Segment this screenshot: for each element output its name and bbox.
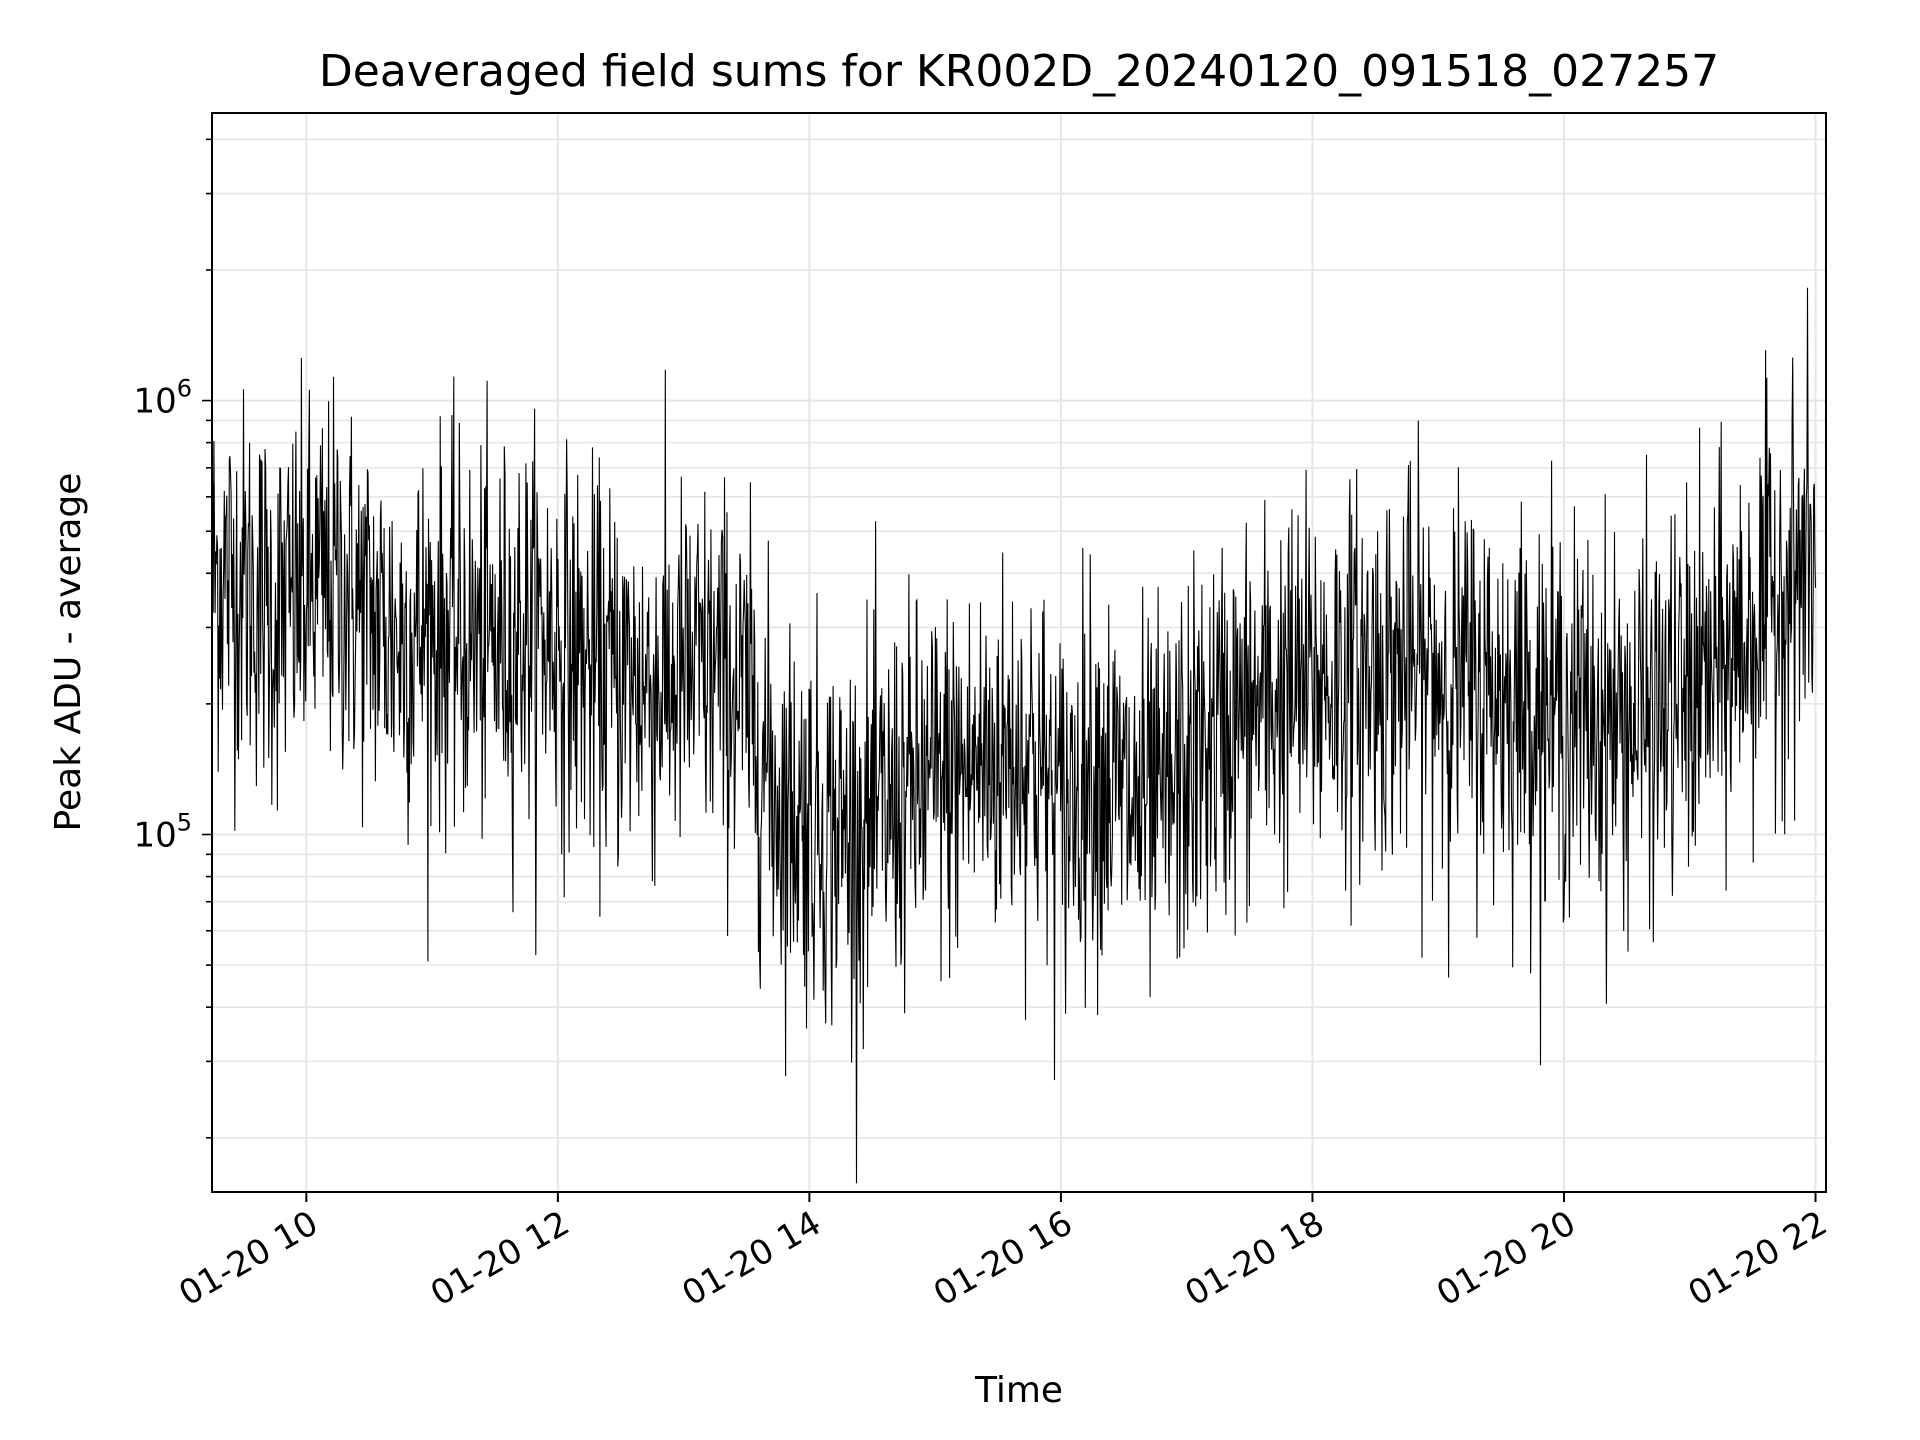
y-axis: 105 106 — [133, 138, 212, 1139]
plot-frame — [211, 112, 1827, 1193]
y-axis-label: Peak ADU - average — [48, 473, 89, 832]
chart-title: Deaveraged field sums for KR002D_2024012… — [319, 46, 1719, 97]
y-tick-label: 105 — [133, 808, 192, 855]
x-axis-label: Time — [974, 1370, 1063, 1411]
y-tick-label: 106 — [133, 375, 192, 422]
series-group — [211, 287, 1817, 1184]
series-line — [211, 287, 1817, 1184]
